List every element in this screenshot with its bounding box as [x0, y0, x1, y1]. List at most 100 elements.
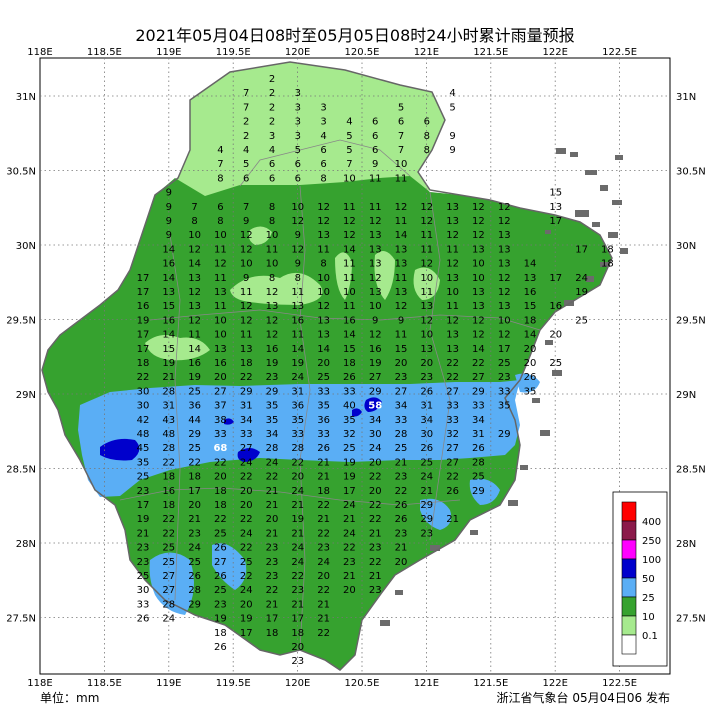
- rainfall-value: 6: [372, 117, 378, 128]
- rainfall-value: 10: [214, 230, 227, 241]
- rainfall-value: 17: [291, 614, 304, 625]
- rainfall-value: 8: [424, 131, 430, 142]
- rainfall-value: 26: [395, 514, 408, 525]
- longitude-tick-label: 121.5E: [473, 678, 508, 689]
- rainfall-value: 12: [369, 216, 382, 227]
- rainfall-value: 19: [266, 358, 279, 369]
- rainfall-value: 11: [395, 173, 408, 184]
- rainfall-value: 13: [446, 202, 459, 213]
- rainfall-value: 42: [137, 415, 150, 426]
- rainfall-value: 33: [395, 415, 408, 426]
- rainfall-value: 7: [398, 145, 404, 156]
- rainfall-value: 12: [472, 315, 485, 326]
- rainfall-value: 21: [266, 528, 279, 539]
- rainfall-value: 35: [343, 415, 356, 426]
- rainfall-value: 35: [266, 401, 279, 412]
- rainfall-value: 12: [498, 330, 511, 341]
- rainfall-value: 16: [162, 259, 175, 270]
- rainfall-value: 11: [446, 244, 459, 255]
- rainfall-value: 3: [269, 131, 275, 142]
- rainfall-value: 13: [395, 244, 408, 255]
- rainfall-value: 3: [295, 102, 301, 113]
- rainfall-value: 23: [137, 543, 150, 554]
- rainfall-value: 5: [449, 102, 455, 113]
- rainfall-value: 12: [498, 216, 511, 227]
- rain-layers: [42, 62, 612, 670]
- rain-patch-blue: [237, 448, 260, 462]
- rainfall-value: 17: [137, 273, 150, 284]
- rainfall-value: 6: [295, 159, 301, 170]
- legend-threshold-label: 25: [642, 593, 655, 604]
- rainfall-value: 11: [369, 173, 382, 184]
- rainfall-value: 22: [317, 628, 330, 639]
- rainfall-value: 32: [446, 429, 459, 440]
- rainfall-value: 33: [343, 386, 356, 397]
- rainfall-value: 20: [395, 358, 408, 369]
- rainfall-value: 20: [266, 514, 279, 525]
- rainfall-value: 17: [266, 614, 279, 625]
- rainfall-value: 24: [420, 472, 433, 483]
- rain-patch-blue: [352, 408, 362, 417]
- rainfall-value: 15: [343, 344, 356, 355]
- rainfall-value: 14: [343, 330, 356, 341]
- issuer-label: 浙江省气象台 05月04日06 发布: [496, 691, 670, 705]
- latitude-tick-label: 31N: [676, 92, 696, 103]
- rainfall-value: 22: [446, 372, 459, 383]
- rainfall-value: 27: [446, 443, 459, 454]
- rainfall-value: 23: [369, 543, 382, 554]
- rainfall-value: 11: [214, 301, 227, 312]
- rainfall-value: 9: [166, 216, 172, 227]
- rainfall-value: 29: [188, 429, 201, 440]
- legend-swatch: [621, 596, 637, 617]
- rainfall-value: 14: [162, 244, 175, 255]
- rainfall-value: 22: [291, 571, 304, 582]
- rainfall-value: 9: [243, 216, 249, 227]
- rainfall-value: 10: [343, 287, 356, 298]
- rainfall-value: 21: [395, 543, 408, 554]
- rainfall-value: 21: [395, 457, 408, 468]
- rainfall-value: 12: [420, 315, 433, 326]
- rainfall-value: 25: [214, 585, 227, 596]
- rainfall-value: 16: [291, 315, 304, 326]
- longitude-tick-label: 121E: [414, 678, 439, 689]
- rainfall-value: 34: [472, 415, 485, 426]
- rainfall-value: 7: [191, 202, 197, 213]
- rainfall-value: 23: [395, 372, 408, 383]
- rainfall-value: 25: [188, 557, 201, 568]
- rainfall-value: 25: [214, 528, 227, 539]
- rainfall-value: 10: [446, 287, 459, 298]
- rainfall-value: 10: [472, 273, 485, 284]
- rainfall-value: 22: [162, 528, 175, 539]
- rainfall-value: 23: [266, 571, 279, 582]
- rainfall-value: 13: [524, 273, 537, 284]
- rainfall-value: 23: [498, 372, 511, 383]
- rainfall-value: 13: [446, 344, 459, 355]
- rainfall-value: 9: [372, 159, 378, 170]
- rainfall-value: 48: [137, 429, 150, 440]
- rainfall-value: 27: [395, 386, 408, 397]
- rainfall-value: 8: [424, 145, 430, 156]
- rainfall-value: 12: [240, 315, 253, 326]
- rainfall-value: 5: [346, 131, 352, 142]
- rainfall-value: 19: [343, 457, 356, 468]
- rainfall-value: 68: [213, 443, 227, 454]
- rainfall-value: 13: [266, 301, 279, 312]
- rainfall-value: 27: [162, 571, 175, 582]
- rainfall-value: 3: [295, 88, 301, 99]
- legend: 400 250 100 50 25 10 0.1: [612, 491, 668, 667]
- rainfall-value: 14: [291, 344, 304, 355]
- rainfall-value: 22: [369, 472, 382, 483]
- rainfall-value: 11: [420, 287, 433, 298]
- rainfall-value: 13: [369, 259, 382, 270]
- rainfall-value: 28: [188, 585, 201, 596]
- rainfall-value: 23: [420, 372, 433, 383]
- rainfall-value: 12: [369, 330, 382, 341]
- legend-swatch: [621, 577, 637, 598]
- rainfall-value: 17: [498, 344, 511, 355]
- rainfall-value: 24: [240, 528, 253, 539]
- rainfall-value: 25: [472, 472, 485, 483]
- rainfall-value: 9: [372, 315, 378, 326]
- rainfall-value: 8: [320, 173, 326, 184]
- rainfall-value: 11: [369, 202, 382, 213]
